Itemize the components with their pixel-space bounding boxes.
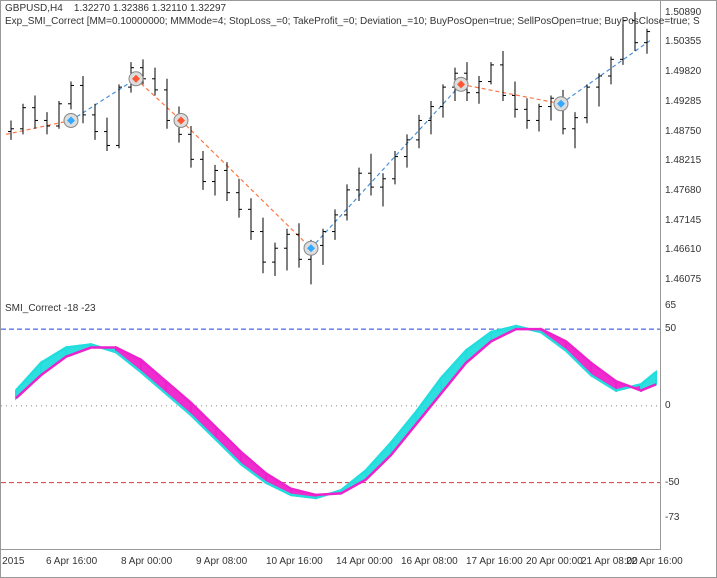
x-tick: 10 Apr 16:00 — [266, 556, 323, 567]
signal-line — [461, 84, 561, 103]
price-tick: 1.49820 — [665, 66, 701, 77]
indicator-chart[interactable] — [1, 301, 661, 549]
ohlc-values: 1.32270 1.32386 1.32110 1.32297 — [74, 3, 226, 14]
x-tick: 6 Apr 16:00 — [46, 556, 97, 567]
ind-tick: 50 — [665, 323, 676, 334]
smi-signal-line — [16, 329, 656, 495]
price-tick: 1.48215 — [665, 155, 701, 166]
signal-line — [311, 84, 461, 248]
smi-main-line — [16, 326, 656, 498]
ind-tick: 65 — [665, 300, 676, 311]
ind-tick: 0 — [665, 400, 671, 411]
price-tick: 1.49285 — [665, 96, 701, 107]
chart-container: GBPUSD,H4 1.32270 1.32386 1.32110 1.3229… — [0, 0, 717, 578]
signal-line — [561, 40, 651, 104]
signal-line — [136, 79, 181, 121]
x-tick: 14 Apr 00:00 — [336, 556, 393, 567]
price-tick: 1.48750 — [665, 126, 701, 137]
indicator-y-axis: 65 50 0 -50 -73 — [660, 301, 716, 549]
x-tick: 8 Apr 00:00 — [121, 556, 172, 567]
smi-ribbon — [216, 427, 241, 464]
x-tick: 9 Apr 08:00 — [196, 556, 247, 567]
price-tick: 1.47145 — [665, 215, 701, 226]
symbol-header: GBPUSD,H4 1.32270 1.32386 1.32110 1.3229… — [5, 3, 226, 14]
x-tick: 22 Apr 16:00 — [626, 556, 683, 567]
signal-line — [181, 120, 311, 248]
price-chart[interactable] — [1, 1, 661, 301]
x-tick: 16 Apr 08:00 — [401, 556, 458, 567]
ea-label: Exp_SMI_Correct [MM=0.10000000; MMMode=4… — [5, 16, 700, 27]
price-tick: 1.46610 — [665, 244, 701, 255]
x-tick: 17 Apr 16:00 — [466, 556, 523, 567]
x-axis: 3 Apr 2015 6 Apr 16:00 8 Apr 00:00 9 Apr 08… — [1, 549, 661, 577]
ind-tick: -50 — [665, 477, 679, 488]
price-tick: 1.50355 — [665, 36, 701, 47]
x-tick: 3 Apr 2015 — [0, 556, 24, 567]
price-y-axis: 1.508901.503551.498201.492851.487501.482… — [660, 1, 716, 301]
indicator-label: SMI_Correct -18 -23 — [5, 303, 96, 314]
ind-tick: -73 — [665, 512, 679, 523]
symbol-tf: GBPUSD,H4 — [5, 3, 63, 14]
price-tick: 1.46075 — [665, 274, 701, 285]
smi-ribbon — [191, 403, 216, 440]
x-tick: 20 Apr 00:00 — [526, 556, 583, 567]
signal-line — [6, 120, 71, 134]
price-tick: 1.47680 — [665, 185, 701, 196]
